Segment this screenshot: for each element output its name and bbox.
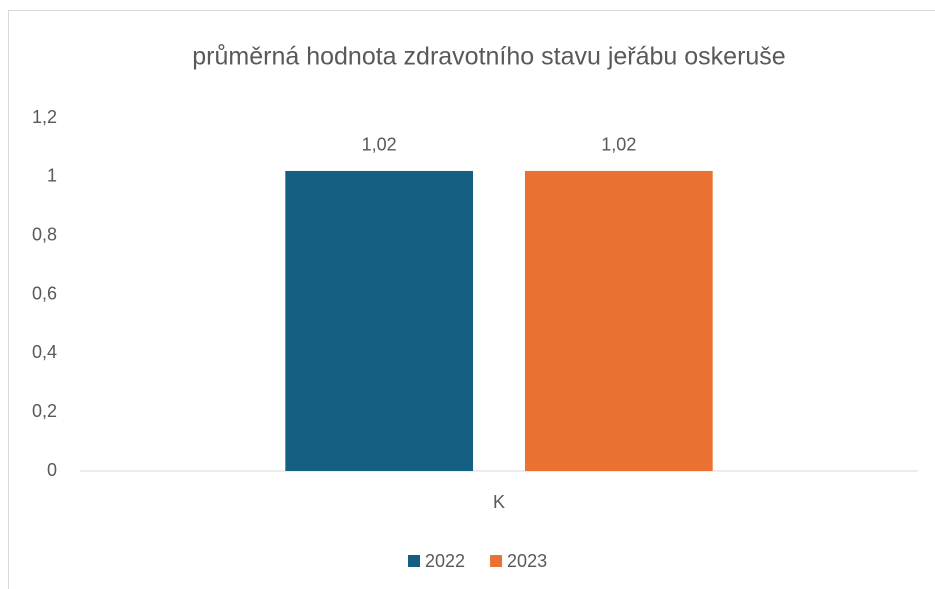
x-tick-label: K [493,492,505,512]
bar [285,170,474,471]
data-label: 1,02 [601,135,636,155]
legend-swatch [490,555,503,567]
y-tick-label: 0,2 [32,401,57,421]
legend-label: 2023 [507,551,547,571]
y-tick-label: 0,6 [32,283,57,303]
y-tick-label: 1,2 [32,107,57,127]
y-tick-label: 0 [47,460,57,480]
chart-title: průměrná hodnota zdravotního stavu jeřáb… [192,43,785,71]
legend-swatch [408,555,420,567]
legend-label: 2022 [425,551,465,571]
y-tick-label: 1 [47,166,57,186]
bar [524,170,713,471]
y-tick-label: 0,8 [32,224,57,244]
y-tick-label: 0,4 [32,342,57,362]
data-label: 1,02 [362,135,397,155]
